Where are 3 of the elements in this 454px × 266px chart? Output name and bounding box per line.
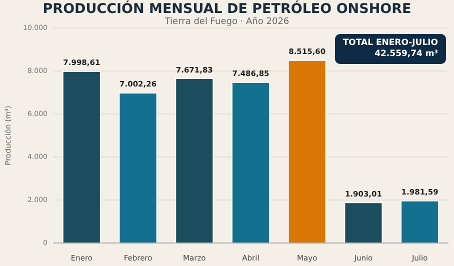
chart-title: PRODUCCIÓN MENSUAL DE PETRÓLEO ONSHORE — [42, 1, 412, 17]
annotation: TOTAL ENERO-JULIO 42.559,74 m³ — [334, 34, 446, 64]
chart-subtitle: Tierra del Fuego · Año 2026 — [164, 17, 290, 27]
